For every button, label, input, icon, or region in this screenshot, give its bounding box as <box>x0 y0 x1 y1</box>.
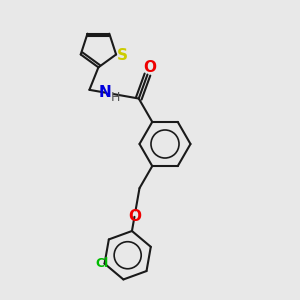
Text: S: S <box>117 49 128 64</box>
Text: H: H <box>111 91 121 103</box>
Text: N: N <box>99 85 112 100</box>
Text: O: O <box>128 209 141 224</box>
Text: Cl: Cl <box>95 257 108 270</box>
Text: O: O <box>143 60 157 75</box>
